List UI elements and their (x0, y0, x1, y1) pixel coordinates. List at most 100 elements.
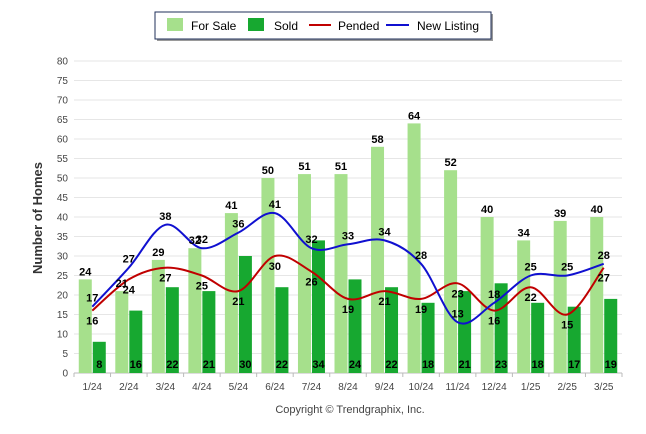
y-tick-label: 50 (57, 174, 69, 185)
data-label-pended: 15 (561, 320, 573, 332)
bars (78, 123, 618, 374)
data-label-for-sale: 58 (371, 134, 383, 146)
x-tick-label: 4/24 (192, 382, 212, 393)
y-tick-label: 55 (57, 154, 69, 165)
bar-for-sale (224, 213, 238, 373)
bar-for-sale (553, 220, 567, 373)
data-label-pended: 25 (196, 281, 208, 293)
data-label-sold: 24 (349, 359, 362, 371)
bar-for-sale (115, 291, 129, 373)
bar-for-sale (151, 259, 165, 373)
y-tick-label: 60 (57, 135, 69, 146)
bar-sold (348, 279, 362, 373)
y-tick-label: 30 (57, 252, 69, 263)
legend-label-sold: Sold (274, 19, 298, 33)
data-label-new-listing: 28 (598, 250, 610, 262)
bar-for-sale (334, 174, 348, 373)
data-label-sold: 22 (276, 359, 288, 371)
legend-swatch-sold (248, 18, 264, 31)
data-label-new-listing: 36 (232, 219, 244, 231)
data-label-sold: 34 (312, 359, 325, 371)
data-label-sold: 30 (239, 359, 251, 371)
data-label-pended: 21 (378, 296, 390, 308)
y-tick-label: 45 (57, 193, 69, 204)
bar-sold (238, 256, 252, 373)
data-label-for-sale: 40 (591, 204, 603, 216)
data-label-new-listing: 25 (561, 262, 573, 274)
data-label-for-sale: 39 (554, 208, 566, 220)
data-label-pended: 23 (451, 288, 463, 300)
data-label-pended: 21 (232, 296, 244, 308)
bar-for-sale (480, 217, 494, 373)
copyright-text: Copyright © Trendgraphix, Inc. (275, 404, 424, 416)
legend-swatch-for-sale (167, 18, 183, 31)
data-label-sold: 21 (203, 359, 215, 371)
data-label-new-listing: 38 (159, 211, 171, 223)
bar-sold (165, 287, 179, 373)
data-label-pended: 27 (598, 273, 610, 285)
bar-sold (92, 341, 106, 373)
y-tick-label: 75 (57, 76, 69, 87)
data-label-sold: 16 (130, 359, 142, 371)
data-label-new-listing: 13 (451, 308, 463, 320)
bar-sold (311, 240, 325, 373)
data-label-sold: 17 (568, 359, 580, 371)
line-pended (91, 254, 605, 316)
data-label-sold: 19 (605, 359, 617, 371)
x-tick-label: 2/25 (557, 382, 577, 393)
data-label-sold: 22 (166, 359, 178, 371)
data-label-pended: 16 (86, 316, 98, 328)
data-label-sold: 18 (422, 359, 434, 371)
data-label-for-sale: 29 (152, 247, 164, 259)
y-tick-label: 10 (57, 330, 69, 341)
data-label-sold: 8 (96, 359, 102, 371)
data-label-pended: 22 (525, 292, 537, 304)
y-tick-label: 65 (57, 115, 69, 126)
y-tick-label: 70 (57, 96, 69, 107)
x-tick-label: 1/25 (521, 382, 541, 393)
bar-sold (604, 298, 618, 373)
bar-sold (275, 287, 289, 373)
data-label-sold: 23 (495, 359, 507, 371)
bar-for-sale (297, 174, 311, 373)
x-tick-label: 3/24 (156, 382, 176, 393)
y-tick-label: 25 (57, 271, 69, 282)
y-tick-label: 80 (57, 57, 69, 68)
y-axis-ticks: 0 5 10 15 20 25 30 35 40 45 50 55 60 65 70 75 80 (57, 57, 69, 380)
data-label-new-listing: 41 (269, 199, 281, 211)
y-tick-label: 15 (57, 310, 69, 321)
bar-for-sale (371, 146, 385, 373)
data-label-for-sale: 50 (262, 165, 274, 177)
data-label-pended: 27 (159, 273, 171, 285)
x-tick-label: 3/25 (594, 382, 614, 393)
data-label-sold: 21 (458, 359, 470, 371)
bar-sold (531, 302, 545, 373)
legend-label-for-sale: For Sale (191, 19, 237, 33)
data-label-pended: 26 (305, 277, 317, 289)
y-tick-label: 0 (62, 369, 68, 380)
data-label-new-listing: 27 (123, 254, 135, 266)
bar-for-sale (188, 248, 202, 373)
data-label-new-listing: 18 (488, 289, 500, 301)
bar-sold (567, 306, 581, 373)
bar-for-sale (517, 240, 531, 373)
data-label-pended: 16 (488, 316, 500, 328)
data-label-for-sale: 52 (444, 157, 456, 169)
data-label-pended: 19 (342, 304, 354, 316)
data-label-for-sale: 24 (79, 266, 92, 278)
data-label-sold: 18 (532, 359, 544, 371)
data-label-sold: 22 (385, 359, 397, 371)
bar-sold (129, 310, 143, 373)
legend-label-pended: Pended (338, 19, 379, 33)
bar-for-sale (261, 178, 275, 373)
x-tick-label: 9/24 (375, 382, 395, 393)
x-tick-label: 10/24 (409, 382, 434, 393)
data-label-new-listing: 28 (415, 250, 427, 262)
data-label-pended: 24 (123, 284, 136, 296)
bar-for-sale (444, 170, 458, 373)
x-tick-label: 6/24 (265, 382, 285, 393)
data-label-for-sale: 51 (298, 161, 310, 173)
data-label-for-sale: 51 (335, 161, 347, 173)
data-labels: 24 8 21 16 29 22 32 21 41 30 50 22 51 34 51 24 58 22 64 18 5… (79, 110, 617, 371)
bar-for-sale (78, 279, 92, 373)
